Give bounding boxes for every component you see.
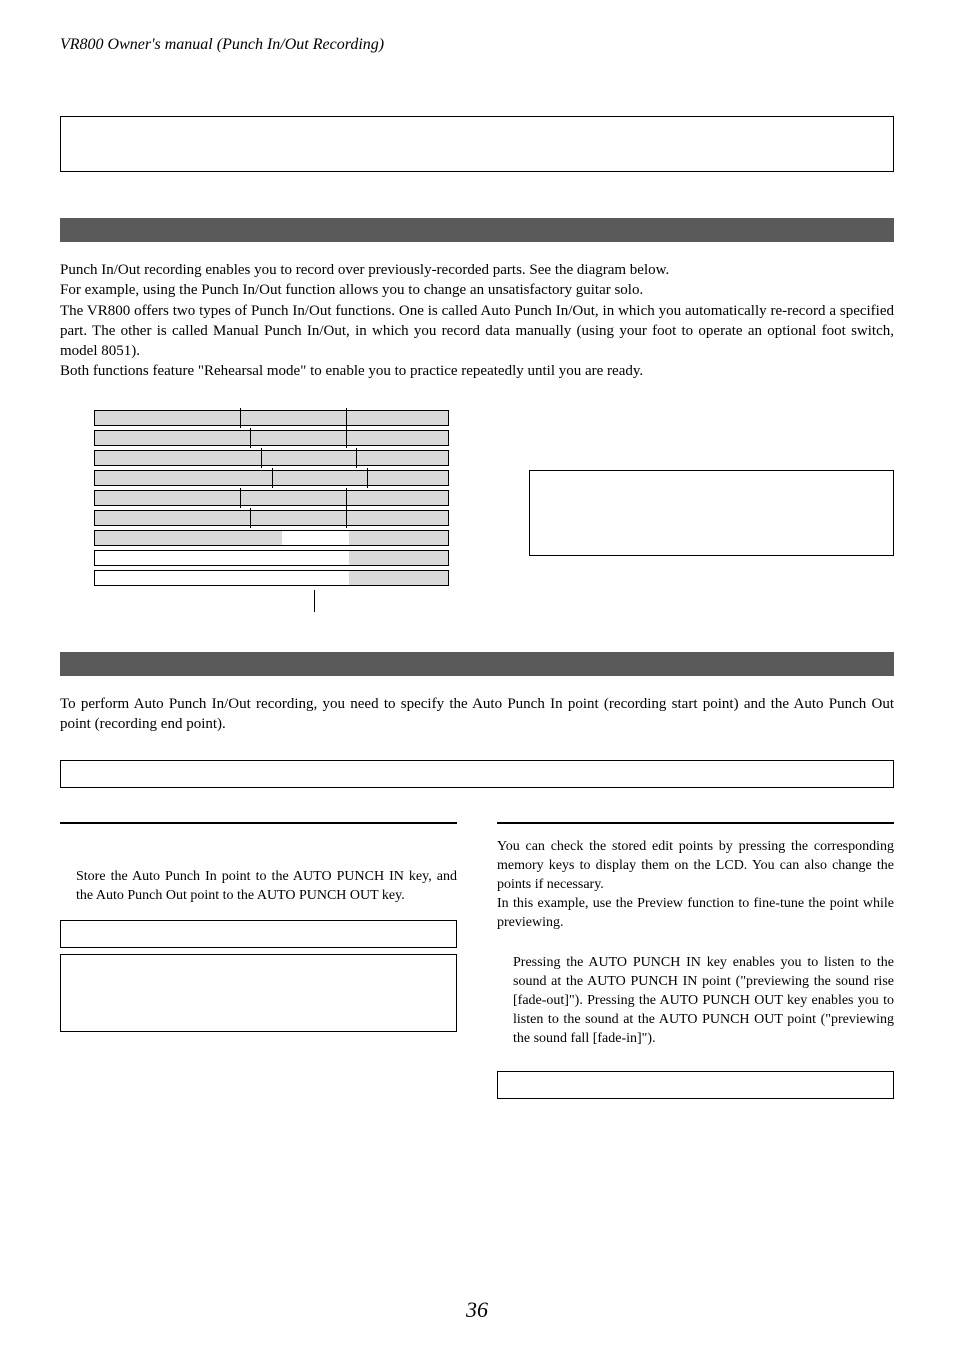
subsection-box bbox=[60, 760, 894, 788]
track-row bbox=[94, 410, 449, 426]
diagram-note-box bbox=[529, 470, 894, 556]
intro-text: Punch In/Out recording enables you to re… bbox=[60, 260, 894, 382]
two-column-area: Store the Auto Punch In point to the AUT… bbox=[60, 822, 894, 1099]
right-small-box bbox=[497, 1071, 894, 1099]
right-column-rule bbox=[497, 822, 894, 824]
track-tick bbox=[272, 468, 273, 488]
track-row bbox=[94, 510, 449, 526]
right-column: You can check the stored edit points by … bbox=[497, 822, 894, 1099]
track-row bbox=[94, 530, 449, 546]
running-header: VR800 Owner's manual (Punch In/Out Recor… bbox=[60, 36, 894, 54]
left-small-box-2 bbox=[60, 954, 457, 1032]
track-row bbox=[94, 430, 449, 446]
down-marker bbox=[94, 590, 449, 612]
diagram-row bbox=[60, 410, 894, 612]
section-heading-bar-1 bbox=[60, 218, 894, 242]
track-row bbox=[94, 570, 449, 586]
track-tick bbox=[250, 428, 251, 448]
track-white-segment bbox=[282, 531, 349, 545]
track-row bbox=[94, 450, 449, 466]
intro-p1: Punch In/Out recording enables you to re… bbox=[60, 260, 894, 280]
track-tick bbox=[250, 508, 251, 528]
section-heading-bar-2 bbox=[60, 652, 894, 676]
intro-p4: Both functions feature "Rehearsal mode" … bbox=[60, 361, 894, 381]
left-column-rule bbox=[60, 822, 457, 824]
track-row bbox=[94, 490, 449, 506]
left-p1: Store the Auto Punch In point to the AUT… bbox=[60, 868, 457, 906]
track-white-segment bbox=[95, 551, 349, 565]
track-diagram bbox=[94, 410, 449, 612]
track-row bbox=[94, 470, 449, 486]
track-tick bbox=[356, 448, 357, 468]
intro-p2: For example, using the Punch In/Out func… bbox=[60, 280, 894, 300]
chapter-title-box bbox=[60, 116, 894, 172]
right-p2: In this example, use the Preview functio… bbox=[497, 895, 894, 933]
right-p3: Pressing the AUTO PUNCH IN key enables y… bbox=[497, 954, 894, 1048]
track-row bbox=[94, 550, 449, 566]
track-tick bbox=[346, 488, 347, 508]
track-white-segment bbox=[95, 571, 349, 585]
track-tick bbox=[240, 408, 241, 428]
right-p1: You can check the stored edit points by … bbox=[497, 838, 894, 895]
track-tick bbox=[367, 468, 368, 488]
page-number: 36 bbox=[0, 1297, 954, 1323]
track-tick bbox=[261, 448, 262, 468]
track-tick bbox=[346, 428, 347, 448]
track-tick bbox=[346, 508, 347, 528]
left-small-box-1 bbox=[60, 920, 457, 948]
track-tick bbox=[240, 488, 241, 508]
auto-intro-text: To perform Auto Punch In/Out recording, … bbox=[60, 694, 894, 735]
intro-p3: The VR800 offers two types of Punch In/O… bbox=[60, 301, 894, 362]
left-column: Store the Auto Punch In point to the AUT… bbox=[60, 822, 457, 1099]
down-marker-stem bbox=[314, 590, 315, 612]
track-tick bbox=[346, 408, 347, 428]
